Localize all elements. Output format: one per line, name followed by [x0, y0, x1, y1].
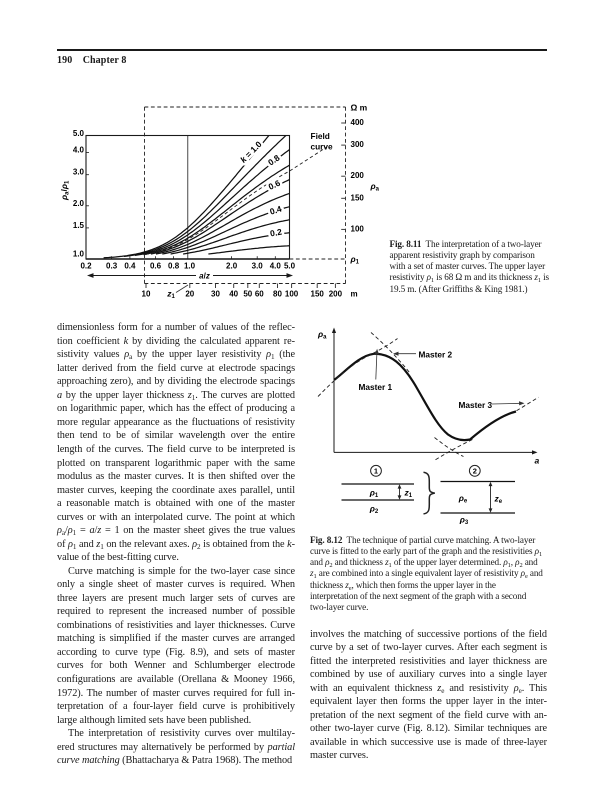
svg-text:ρ1: ρ1 [350, 254, 360, 266]
svg-text:Master 2: Master 2 [419, 350, 453, 360]
svg-text:ze: ze [494, 494, 503, 506]
svg-text:200: 200 [351, 171, 365, 180]
svg-text:3.0: 3.0 [73, 168, 85, 177]
svg-text:2: 2 [473, 467, 477, 476]
svg-text:ρa/ρ1: ρa/ρ1 [59, 180, 71, 201]
svg-text:400: 400 [351, 118, 365, 127]
svg-text:5.0: 5.0 [73, 129, 85, 138]
svg-text:ρ1: ρ1 [369, 488, 379, 500]
svg-text:0.2: 0.2 [269, 227, 283, 239]
svg-text:0.4: 0.4 [269, 204, 283, 217]
svg-text:1: 1 [374, 467, 378, 476]
svg-text:0.6: 0.6 [150, 261, 162, 270]
svg-text:a: a [535, 456, 540, 466]
svg-text:0.8: 0.8 [168, 261, 180, 270]
svg-text:20: 20 [185, 290, 194, 299]
svg-text:60: 60 [255, 290, 264, 299]
svg-text:150: 150 [351, 193, 365, 202]
svg-text:3.0: 3.0 [252, 261, 264, 270]
svg-text:200: 200 [329, 290, 343, 299]
svg-text:0.6: 0.6 [267, 178, 282, 192]
svg-text:0.3: 0.3 [106, 261, 118, 270]
svg-text:z1: z1 [404, 488, 413, 500]
svg-text:ρe: ρe [458, 493, 468, 505]
svg-text:30: 30 [211, 290, 220, 299]
svg-text:50: 50 [243, 290, 252, 299]
svg-text:1.0: 1.0 [184, 261, 196, 270]
svg-text:100: 100 [285, 290, 299, 299]
svg-text:a/z: a/z [199, 271, 210, 280]
svg-text:40: 40 [229, 290, 238, 299]
svg-text:z1: z1 [166, 289, 175, 301]
svg-text:2.0: 2.0 [73, 199, 85, 208]
svg-text:Master 1: Master 1 [359, 382, 393, 392]
svg-text:Ω m: Ω m [351, 103, 368, 113]
svg-text:5.0: 5.0 [284, 261, 296, 270]
svg-text:150: 150 [311, 290, 325, 299]
svg-text:0.2: 0.2 [80, 261, 92, 270]
svg-text:1.5: 1.5 [73, 221, 85, 230]
svg-text:curve: curve [311, 142, 334, 152]
svg-text:m: m [351, 290, 358, 299]
svg-text:2.0: 2.0 [226, 261, 238, 270]
svg-text:ρa: ρa [317, 329, 327, 341]
svg-text:0.4: 0.4 [124, 261, 136, 270]
svg-text:80: 80 [273, 290, 282, 299]
svg-text:ρa: ρa [370, 181, 380, 193]
svg-text:ρ3: ρ3 [459, 515, 469, 527]
svg-text:ρ2: ρ2 [369, 504, 379, 516]
svg-text:Field: Field [311, 131, 330, 141]
svg-text:100: 100 [351, 224, 365, 233]
svg-text:10: 10 [142, 290, 151, 299]
svg-text:Master 3: Master 3 [459, 400, 493, 410]
svg-text:4.0: 4.0 [73, 146, 85, 155]
svg-text:1.0: 1.0 [73, 250, 85, 259]
svg-text:4.0: 4.0 [270, 261, 282, 270]
svg-text:300: 300 [351, 140, 365, 149]
